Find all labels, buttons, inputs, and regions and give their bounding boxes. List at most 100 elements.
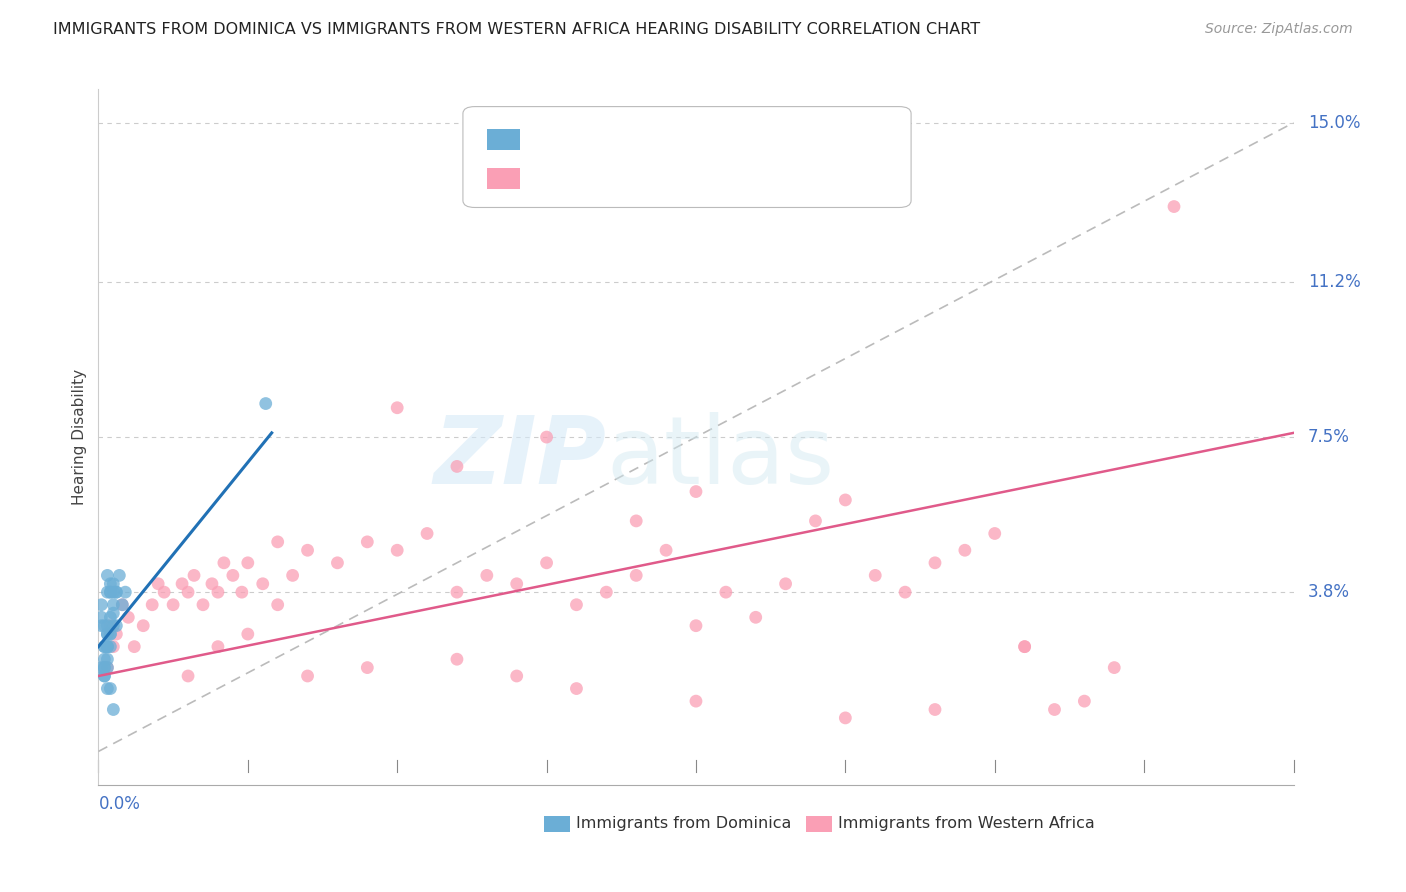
Point xyxy=(172,576,194,591)
Point xyxy=(98,640,122,654)
Point xyxy=(536,430,558,444)
Text: ZIP: ZIP xyxy=(433,412,606,504)
Text: 0.0%: 0.0% xyxy=(98,796,141,814)
Text: 15.0%: 15.0% xyxy=(1308,114,1361,132)
Point xyxy=(98,627,122,641)
Point xyxy=(90,610,112,624)
Point xyxy=(356,534,378,549)
Point xyxy=(96,585,118,599)
FancyBboxPatch shape xyxy=(463,106,911,208)
Point xyxy=(103,702,125,716)
Point xyxy=(685,694,707,708)
Point xyxy=(93,652,115,666)
Point xyxy=(834,711,856,725)
Point xyxy=(96,618,118,632)
Point xyxy=(105,618,128,632)
Point xyxy=(191,598,214,612)
Point xyxy=(297,669,319,683)
Point xyxy=(93,669,115,683)
Text: 11.2%: 11.2% xyxy=(1308,273,1361,291)
Point xyxy=(98,585,122,599)
Point xyxy=(1104,660,1126,674)
Point xyxy=(103,618,125,632)
Point xyxy=(105,627,128,641)
Point xyxy=(103,585,125,599)
Point xyxy=(924,702,946,716)
Point xyxy=(1073,694,1095,708)
Point xyxy=(236,556,259,570)
Point xyxy=(254,396,277,410)
Point xyxy=(385,401,409,415)
Point xyxy=(297,543,319,558)
Point xyxy=(953,543,976,558)
Point xyxy=(103,598,125,612)
Point xyxy=(111,598,134,612)
Point xyxy=(267,534,290,549)
Point xyxy=(685,618,707,632)
Point xyxy=(804,514,827,528)
Text: 7.5%: 7.5% xyxy=(1308,428,1350,446)
Bar xyxy=(806,815,832,832)
Point xyxy=(105,585,128,599)
Point xyxy=(446,585,468,599)
Point xyxy=(565,681,588,696)
Point xyxy=(565,598,588,612)
Point xyxy=(475,568,498,582)
Point xyxy=(141,598,163,612)
Point xyxy=(685,484,707,499)
Point xyxy=(222,568,245,582)
Point xyxy=(90,660,112,674)
Point xyxy=(626,568,648,582)
Point xyxy=(1014,640,1036,654)
Point xyxy=(98,618,122,632)
Point xyxy=(267,598,290,612)
Point xyxy=(93,618,115,632)
Point xyxy=(98,681,122,696)
Point xyxy=(834,492,856,507)
Point xyxy=(98,576,122,591)
Point xyxy=(595,585,617,599)
Point xyxy=(93,660,115,674)
Point xyxy=(96,660,118,674)
Point xyxy=(96,627,118,641)
Point xyxy=(90,598,112,612)
Point xyxy=(207,585,229,599)
Point xyxy=(236,627,259,641)
Point xyxy=(96,640,118,654)
Point xyxy=(98,585,122,599)
Bar xyxy=(486,168,520,189)
Point xyxy=(103,576,125,591)
Point xyxy=(326,556,349,570)
Text: 3.8%: 3.8% xyxy=(1308,583,1350,601)
Point xyxy=(148,576,170,591)
Point xyxy=(111,598,134,612)
Point xyxy=(103,640,125,654)
Point xyxy=(132,618,155,632)
Point xyxy=(231,585,253,599)
Point xyxy=(252,576,274,591)
Point xyxy=(894,585,917,599)
Point xyxy=(536,556,558,570)
Point xyxy=(96,660,118,674)
Point xyxy=(745,610,768,624)
Point xyxy=(207,640,229,654)
Point xyxy=(1014,640,1036,654)
Point xyxy=(96,681,118,696)
Text: R = 0.514: R = 0.514 xyxy=(533,129,623,147)
Text: IMMIGRANTS FROM DOMINICA VS IMMIGRANTS FROM WESTERN AFRICA HEARING DISABILITY CO: IMMIGRANTS FROM DOMINICA VS IMMIGRANTS F… xyxy=(53,22,980,37)
Point xyxy=(356,660,378,674)
Point xyxy=(117,610,139,624)
Text: Immigrants from Dominica: Immigrants from Dominica xyxy=(576,816,792,831)
Point xyxy=(114,585,136,599)
Text: R = 0.477: R = 0.477 xyxy=(533,168,623,186)
Point xyxy=(98,627,122,641)
Point xyxy=(93,640,115,654)
Point xyxy=(96,568,118,582)
Bar xyxy=(486,128,520,150)
Point xyxy=(108,568,131,582)
Point xyxy=(162,598,184,612)
Point xyxy=(506,576,529,591)
Text: Source: ZipAtlas.com: Source: ZipAtlas.com xyxy=(1205,22,1353,37)
Text: Immigrants from Western Africa: Immigrants from Western Africa xyxy=(838,816,1095,831)
Point xyxy=(385,543,409,558)
